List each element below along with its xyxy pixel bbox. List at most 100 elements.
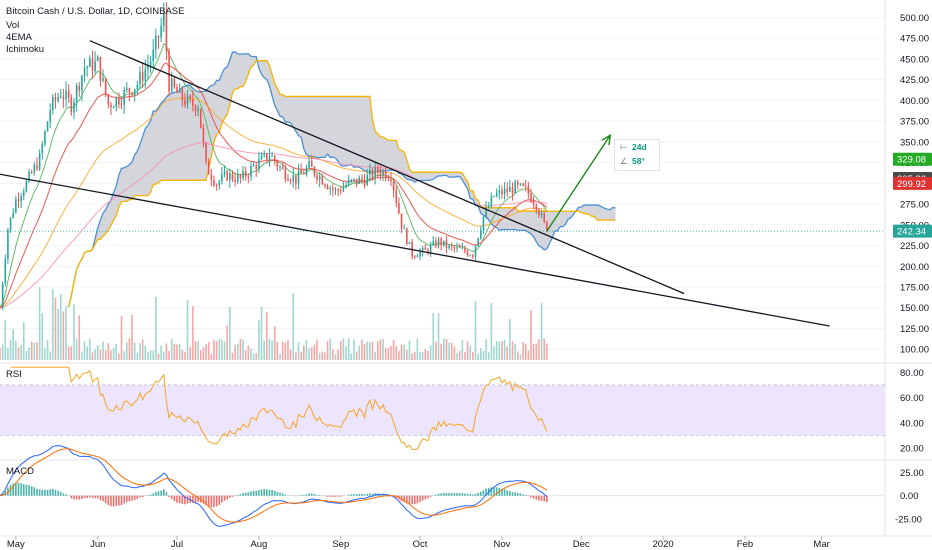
candle-body <box>12 212 15 218</box>
volume-bar <box>456 352 458 360</box>
candle-body <box>384 171 387 179</box>
volume-bar <box>448 342 450 360</box>
volume-bar <box>65 305 67 360</box>
candle-body <box>260 155 263 160</box>
macd-histogram-bar <box>313 494 316 496</box>
volume-bar <box>54 297 57 360</box>
volume-bar <box>236 343 239 360</box>
candle-body <box>435 240 437 247</box>
volume-bar <box>382 339 384 360</box>
candle-body <box>236 174 239 182</box>
projection-arrow[interactable] <box>546 134 611 232</box>
macd-histogram-bar <box>374 493 376 496</box>
macd-histogram-bar <box>218 495 221 505</box>
trendline-2[interactable] <box>0 173 830 327</box>
volume-bar <box>104 350 107 360</box>
candle-body <box>406 228 408 244</box>
candle-body <box>4 258 7 284</box>
volume-bar <box>376 341 379 360</box>
macd-histogram-bar <box>17 482 20 496</box>
candle-body <box>36 164 38 170</box>
macd-histogram-bar <box>30 486 33 496</box>
macd-histogram-bar <box>411 495 413 505</box>
volume-bar <box>15 340 17 360</box>
candle-body <box>326 186 329 189</box>
macd-histogram-bar <box>112 495 115 507</box>
macd-histogram-bar <box>149 494 152 496</box>
candle-body <box>271 156 273 158</box>
candle-body <box>530 193 532 202</box>
candle-body <box>403 228 405 230</box>
volume-bar <box>461 339 464 360</box>
macd-histogram-bar <box>62 493 65 496</box>
candle-body <box>149 61 152 66</box>
range-icon: ⊢ <box>620 142 628 152</box>
macd-histogram-bar <box>543 495 546 502</box>
macd-histogram-bar <box>519 493 522 496</box>
candle-body <box>339 190 342 192</box>
trendline-1[interactable] <box>89 40 685 295</box>
volume-bar <box>67 346 70 360</box>
candle-body <box>234 179 236 182</box>
price-tick-label: 100.00 <box>900 345 929 356</box>
candle-body <box>263 153 265 156</box>
macd-histogram-bar <box>173 495 176 502</box>
macd-histogram-bar <box>461 493 464 496</box>
macd-histogram-bar <box>102 495 104 502</box>
ichimoku-span-a <box>68 51 616 308</box>
macd-histogram-bar <box>535 495 538 500</box>
candle-body <box>392 181 395 191</box>
candle-body <box>474 246 477 257</box>
candle-body <box>421 247 424 252</box>
macd-histogram-bar <box>350 494 353 496</box>
candle-body <box>522 183 524 186</box>
candle-body <box>78 85 81 91</box>
macd-histogram-bar <box>419 495 421 503</box>
candle-body <box>207 161 210 175</box>
macd-histogram-bar <box>123 495 125 504</box>
volume-bar <box>83 341 86 360</box>
macd-histogram-bar <box>495 487 498 496</box>
volume-bar <box>543 338 546 360</box>
candle-body <box>152 49 155 62</box>
candle-body <box>94 60 96 72</box>
macd-histogram-bar <box>361 493 363 496</box>
macd-histogram-bar <box>192 495 194 503</box>
candle-body <box>181 88 184 101</box>
candle-body <box>30 172 33 174</box>
candle-body <box>347 179 350 186</box>
macd-histogram-bar <box>236 494 239 496</box>
volume-bar <box>126 342 128 360</box>
candle-body <box>38 153 41 170</box>
ichimoku-span-b <box>68 60 616 308</box>
candle-body <box>178 88 181 93</box>
macd-histogram-bar <box>22 484 25 496</box>
candle-body <box>194 105 197 112</box>
candle-body <box>313 166 316 176</box>
candle-body <box>268 156 271 160</box>
candle-body <box>59 96 62 98</box>
candle-body <box>223 171 226 175</box>
volume-bar <box>242 339 244 360</box>
macd-histogram-bar <box>530 495 532 498</box>
candle-body <box>215 185 218 187</box>
macd-histogram-bar <box>480 491 482 496</box>
volume-bar <box>168 351 170 360</box>
candle-body <box>353 178 355 180</box>
macd-histogram-bar <box>369 493 371 496</box>
volume-bar <box>326 340 329 360</box>
candle-body <box>255 165 258 170</box>
macd-histogram-bar <box>226 495 228 500</box>
candle-body <box>321 176 324 185</box>
macd-histogram-bar <box>128 495 131 502</box>
macd-histogram-bar <box>162 489 165 496</box>
volume-bar <box>464 352 466 360</box>
macd-histogram-bar <box>75 495 78 500</box>
volume-bar <box>424 348 427 360</box>
macd-histogram-bar <box>133 495 136 500</box>
candle-body <box>65 90 67 100</box>
volume-bar <box>318 352 321 360</box>
macd-histogram-bar <box>295 495 297 497</box>
candle-body <box>332 187 334 190</box>
